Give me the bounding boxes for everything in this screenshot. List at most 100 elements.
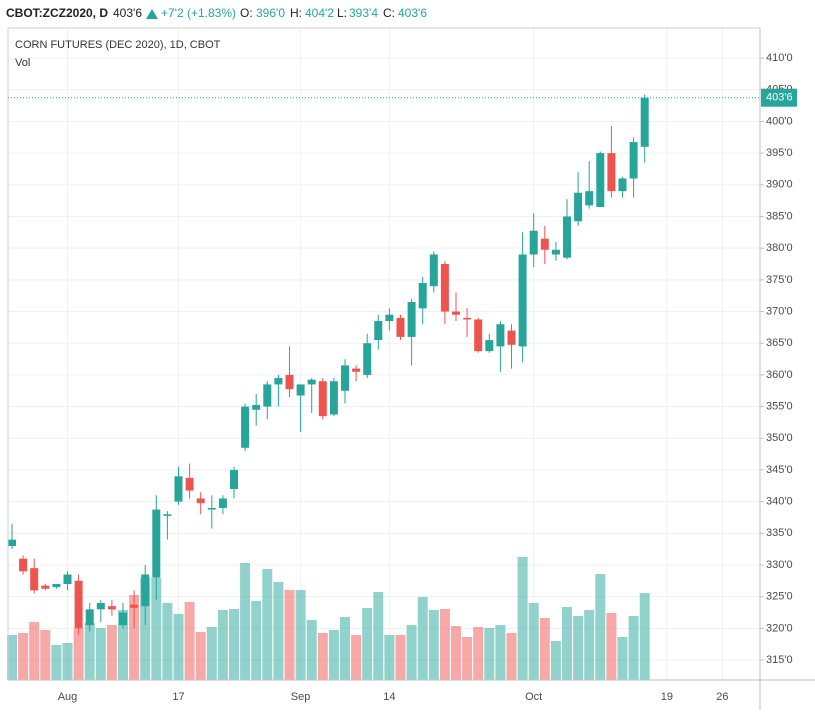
candle-body bbox=[618, 178, 627, 192]
volume-bar bbox=[517, 557, 528, 680]
candle-body bbox=[241, 406, 250, 448]
candle-body bbox=[152, 509, 161, 578]
last-price-box bbox=[761, 88, 797, 107]
low: 393'4 bbox=[349, 6, 378, 20]
volume-bar bbox=[195, 632, 206, 680]
header: CBOT:ZCZ2020, D 403'6 +7'2 (+1.83%) O: 3… bbox=[6, 6, 427, 20]
candle-body bbox=[63, 574, 72, 585]
candle-body bbox=[185, 477, 194, 491]
candle-body bbox=[329, 381, 338, 415]
low-label: L: bbox=[337, 6, 347, 20]
y-tick-label: 360'0 bbox=[766, 369, 793, 381]
y-tick-label: 365'0 bbox=[766, 337, 793, 349]
candle-body bbox=[352, 368, 361, 372]
x-tick-label: Aug bbox=[58, 691, 78, 703]
open-label: O: bbox=[240, 6, 253, 20]
high: 404'2 bbox=[305, 6, 334, 20]
candle-body bbox=[474, 319, 483, 352]
volume-bar bbox=[328, 630, 339, 680]
volume-bar bbox=[484, 628, 495, 680]
candle-body bbox=[640, 97, 649, 147]
candle-body bbox=[8, 539, 16, 546]
volume-bar bbox=[306, 620, 317, 680]
y-tick-label: 345'0 bbox=[766, 464, 793, 476]
y-tick-label: 375'0 bbox=[766, 274, 793, 286]
candle-body bbox=[518, 254, 527, 347]
volume-label: Vol bbox=[15, 57, 30, 69]
volume-bar bbox=[240, 563, 251, 680]
candle-body bbox=[30, 568, 39, 591]
volume-bar bbox=[528, 603, 539, 680]
volume-bar bbox=[84, 623, 95, 680]
volume-bar bbox=[439, 609, 450, 680]
volume-bar bbox=[495, 625, 506, 680]
candle-body bbox=[507, 330, 516, 345]
volume-bar bbox=[51, 645, 62, 680]
overlay: 403'6 bbox=[8, 88, 797, 107]
candle-body bbox=[174, 476, 183, 502]
candle-body bbox=[596, 153, 605, 207]
volume-bar bbox=[550, 641, 561, 680]
marks bbox=[7, 94, 650, 680]
volume-bar bbox=[317, 633, 328, 680]
candle-body bbox=[274, 378, 283, 385]
y-tick-label: 325'0 bbox=[766, 591, 793, 603]
candle-body bbox=[407, 302, 416, 337]
volume-bar bbox=[595, 574, 606, 680]
volume-bar bbox=[473, 627, 484, 680]
y-tick-label: 370'0 bbox=[766, 305, 793, 317]
candle-body bbox=[540, 238, 549, 250]
candle-body bbox=[629, 142, 638, 179]
volume-bar bbox=[584, 610, 595, 680]
volume-bar bbox=[229, 609, 239, 680]
candle-body bbox=[485, 340, 494, 352]
y-tick-label: 385'0 bbox=[766, 210, 793, 222]
volume-bar bbox=[140, 578, 151, 680]
volume-bar bbox=[162, 603, 173, 680]
candle-body bbox=[363, 343, 372, 375]
candle-body bbox=[119, 612, 127, 626]
volume-bar bbox=[606, 613, 617, 680]
candle-body bbox=[563, 216, 571, 258]
y-tick-label: 355'0 bbox=[766, 400, 793, 412]
x-tick-label: 17 bbox=[172, 691, 184, 703]
last-price-label: 403'6 bbox=[766, 92, 793, 104]
volume-bar bbox=[106, 625, 117, 680]
up-arrow bbox=[146, 9, 158, 19]
candle-body bbox=[429, 254, 438, 287]
volume-bar bbox=[29, 622, 40, 680]
candle-body bbox=[52, 584, 61, 588]
candle-body bbox=[385, 314, 394, 322]
volume-bar bbox=[384, 635, 395, 680]
x-tick-label: 26 bbox=[716, 691, 728, 703]
candle-body bbox=[252, 405, 261, 410]
volume-bar bbox=[262, 569, 273, 680]
high-label: H: bbox=[290, 6, 302, 20]
volume-bar bbox=[251, 601, 262, 680]
volume-bar bbox=[639, 593, 650, 680]
volume-bar bbox=[73, 628, 84, 680]
volume-bar bbox=[395, 635, 406, 680]
open: 396'0 bbox=[256, 6, 285, 20]
volume-bar bbox=[506, 633, 517, 680]
y-tick-label: 390'0 bbox=[766, 179, 793, 191]
symbol: CBOT:ZCZ2020, D bbox=[6, 6, 108, 20]
close-label: C: bbox=[383, 6, 395, 20]
candle-body bbox=[230, 469, 238, 489]
volume-bar bbox=[95, 628, 106, 680]
y-tick-label: 395'0 bbox=[766, 147, 793, 159]
y-tick-label: 380'0 bbox=[766, 242, 793, 254]
candle-body bbox=[551, 249, 560, 255]
candle-body bbox=[296, 384, 305, 396]
candle-body bbox=[396, 317, 405, 337]
candle-body bbox=[218, 498, 227, 508]
y-tick-label: 320'0 bbox=[766, 622, 793, 634]
candle-body bbox=[585, 191, 594, 206]
candle-body bbox=[440, 264, 449, 312]
candle-body bbox=[307, 379, 316, 385]
volume-bar bbox=[217, 610, 228, 680]
candle-body bbox=[496, 324, 505, 347]
y-tick-label: 335'0 bbox=[766, 527, 793, 539]
candle-body bbox=[207, 507, 216, 510]
